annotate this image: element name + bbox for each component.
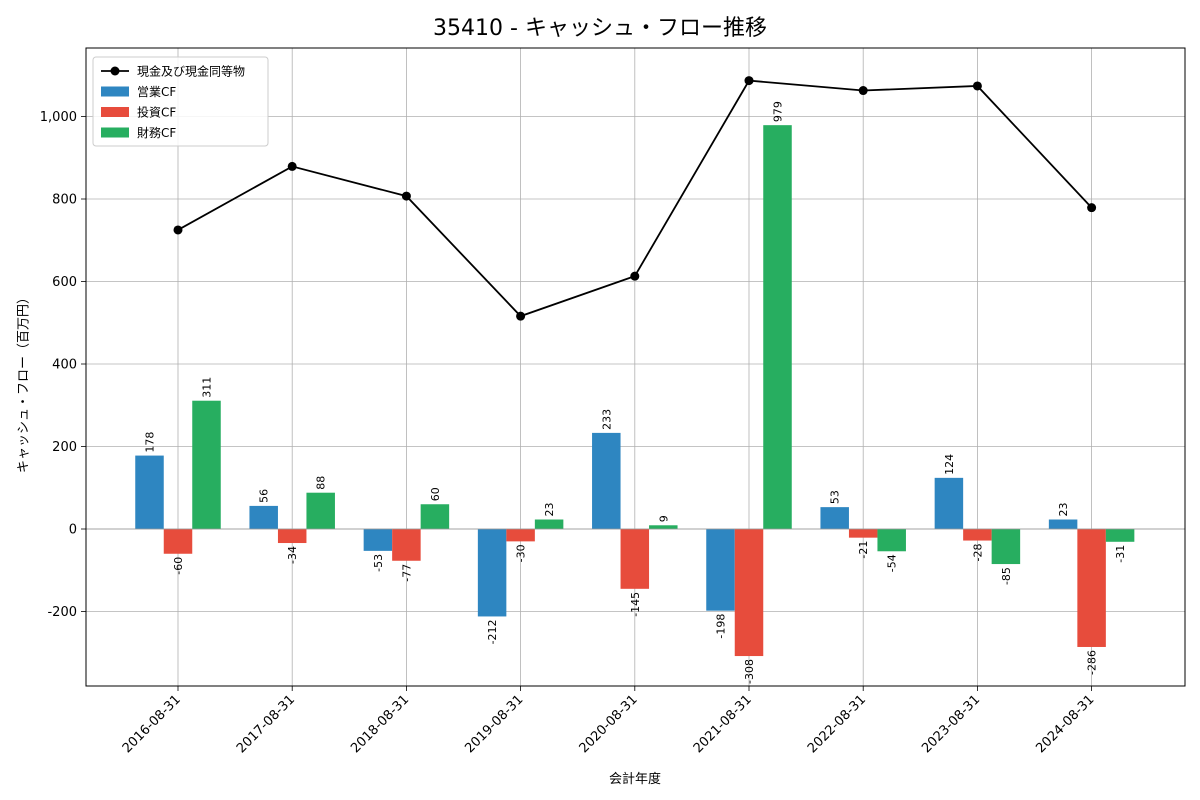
legend-swatch — [101, 86, 129, 97]
bar — [135, 455, 164, 529]
bar — [592, 432, 621, 529]
bar-value-label: 23 — [543, 503, 556, 517]
bar-value-label: -286 — [1086, 650, 1099, 675]
y-tick-label: -200 — [47, 605, 77, 620]
bar — [934, 477, 964, 529]
bar — [963, 529, 992, 541]
cash-point — [744, 76, 754, 86]
bars-layer — [135, 125, 1135, 657]
bar — [649, 525, 678, 529]
cash-point — [630, 271, 640, 281]
legend-swatch — [101, 107, 129, 117]
bar-value-label: 56 — [258, 489, 271, 503]
bar-value-label: -85 — [1000, 567, 1013, 585]
legend-label: 現金及び現金同等物 — [137, 64, 245, 79]
bar-value-label: -53 — [372, 554, 385, 572]
bar — [620, 529, 650, 589]
bar-value-label: -21 — [857, 541, 870, 559]
bar — [306, 492, 335, 529]
bar — [820, 507, 849, 529]
x-tick-label: 2018-08-31 — [348, 692, 412, 756]
x-tick-label: 2017-08-31 — [234, 692, 298, 756]
x-tick-label: 2024-08-31 — [1033, 692, 1097, 756]
bar — [392, 529, 421, 561]
bar — [163, 529, 193, 554]
x-tick-label: 2020-08-31 — [577, 692, 641, 756]
legend-swatch — [101, 127, 129, 138]
bar-value-label: 53 — [829, 490, 842, 504]
x-axis-label: 会計年度 — [608, 772, 662, 787]
y-tick-label: 0 — [69, 523, 77, 538]
cash-point — [173, 225, 183, 235]
line-layer — [173, 76, 1097, 321]
bar-value-label: -31 — [1114, 545, 1127, 563]
bar — [991, 529, 1021, 565]
bar — [363, 529, 393, 551]
bar-value-label: -60 — [172, 557, 185, 575]
legend-label: 投資CF — [137, 105, 176, 120]
legend-marker — [110, 66, 120, 76]
bar — [420, 504, 450, 529]
bar — [763, 125, 792, 529]
bar-value-label: 311 — [201, 377, 214, 398]
legend-box — [92, 56, 269, 147]
bar — [1048, 519, 1078, 529]
cash-point — [972, 81, 982, 91]
chart-title: 35410 - キャッシュ・フロー推移 — [433, 16, 767, 41]
y-tick-label: 800 — [52, 193, 77, 208]
bar — [1077, 529, 1106, 647]
bar — [277, 529, 307, 544]
bar — [192, 400, 221, 529]
y-tick-label: 600 — [52, 275, 77, 290]
bar-value-label: -77 — [400, 564, 413, 582]
x-tick-label: 2023-08-31 — [919, 692, 983, 756]
bar-value-label: -30 — [515, 544, 528, 562]
bar — [477, 529, 507, 617]
bar-value-label: -28 — [971, 544, 984, 562]
bar — [848, 529, 878, 538]
y-tick-label: 1,000 — [40, 110, 77, 125]
bar-value-label: -212 — [486, 619, 499, 644]
x-tick-label: 2016-08-31 — [120, 692, 184, 756]
cash-point — [401, 191, 411, 201]
x-tick-label: 2022-08-31 — [805, 692, 869, 756]
bar-value-label: -308 — [743, 659, 756, 684]
bar — [734, 529, 764, 657]
x-tick-label: 2021-08-31 — [691, 692, 755, 756]
bar — [877, 529, 906, 552]
data-labels-layer: 178 56 -53 -212 233 -198 53 124 23 -60 -34 -77 -30 -1… — [144, 101, 1128, 684]
bar-value-label: 88 — [315, 476, 328, 490]
bar — [1105, 529, 1135, 542]
bar — [706, 529, 735, 611]
x-tick-label: 2019-08-31 — [462, 692, 526, 756]
bar-value-label: 233 — [600, 409, 613, 430]
bar-value-label: -198 — [715, 614, 728, 639]
cash-point — [1087, 203, 1097, 213]
bar-value-label: 178 — [144, 432, 157, 453]
y-tick-label: 400 — [52, 358, 77, 373]
bar — [506, 529, 535, 542]
cash-point — [858, 86, 868, 96]
bar-value-label: 979 — [772, 101, 785, 122]
cash-point — [516, 311, 526, 321]
cash-point — [287, 161, 297, 171]
bar-value-label: 9 — [657, 515, 670, 522]
bar-value-label: -34 — [286, 546, 299, 564]
y-tick-label: 200 — [52, 440, 77, 455]
bar-value-label: 124 — [943, 454, 956, 475]
legend-label: 財務CF — [137, 125, 176, 140]
bar-value-label: -145 — [629, 592, 642, 617]
bar — [249, 505, 278, 529]
bar-value-label: 23 — [1057, 503, 1070, 517]
plot-frame — [85, 47, 1186, 687]
bar-value-label: -54 — [886, 554, 899, 572]
bar — [534, 519, 564, 529]
bar-value-label: 60 — [429, 487, 442, 501]
legend-label: 営業CF — [137, 85, 176, 99]
